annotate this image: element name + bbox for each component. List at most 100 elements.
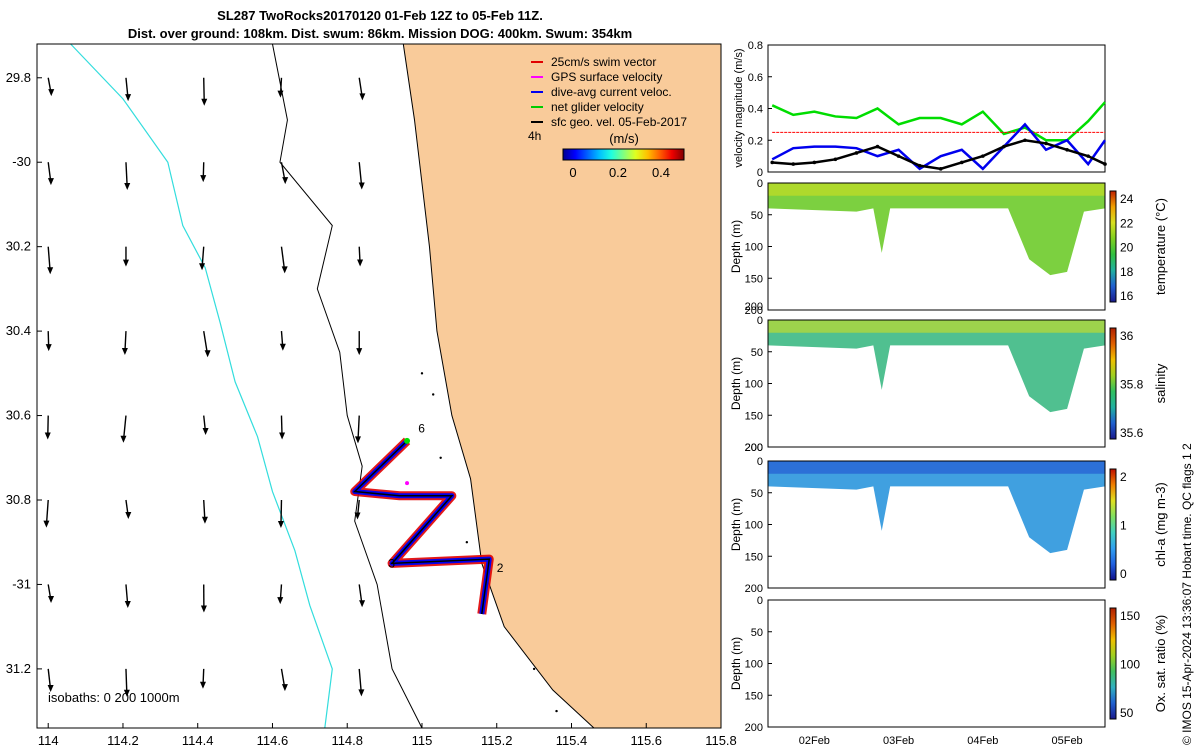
geo-velocity-arrowhead bbox=[357, 259, 364, 267]
coastline bbox=[402, 43, 595, 729]
velocity-point bbox=[1103, 162, 1107, 166]
geo-velocity-arrowhead bbox=[359, 93, 366, 101]
map-y-tick-label: 29.8 bbox=[6, 70, 31, 85]
depth-axis-label: Depth (m) bbox=[729, 637, 743, 690]
time-step-label: 4h bbox=[528, 129, 541, 143]
geo-velocity-arrowhead bbox=[204, 350, 211, 358]
geo-velocity-arrowhead bbox=[47, 178, 54, 186]
depth-tick-label: 200 bbox=[745, 305, 763, 317]
map-y-tick-label: 30.8 bbox=[6, 492, 31, 507]
velocity-point bbox=[896, 154, 901, 158]
time-tick-label: 02Feb bbox=[799, 735, 830, 747]
geo-velocity-arrowhead bbox=[125, 94, 132, 102]
section-colorbar bbox=[1109, 327, 1117, 440]
geo-velocity-arrowhead bbox=[45, 344, 52, 352]
geo-velocity-arrowhead bbox=[281, 684, 288, 692]
map-x-tick-label: 115.8 bbox=[705, 733, 737, 748]
legend-label: net glider velocity bbox=[551, 100, 644, 114]
section-colorbar bbox=[1109, 607, 1117, 720]
map-x-tick-label: 114.6 bbox=[257, 733, 289, 748]
section-colorbar-tick: 1 bbox=[1120, 519, 1127, 533]
isobath-legend: isobaths: 0 200 1000m bbox=[48, 690, 180, 705]
section-colorbar-label: salinity bbox=[1153, 363, 1168, 403]
depth-tick-label: 0 bbox=[757, 456, 763, 468]
depth-tick-label: 50 bbox=[751, 347, 763, 359]
velocity-point bbox=[791, 162, 796, 166]
island-dot bbox=[439, 456, 442, 459]
geo-velocity-arrowhead bbox=[277, 520, 284, 528]
time-tick-label: 05Feb bbox=[1051, 735, 1082, 747]
depth-tick-label: 50 bbox=[751, 488, 763, 500]
geo-velocity-arrowhead bbox=[124, 183, 131, 191]
velocity-point bbox=[1002, 144, 1006, 149]
section-background bbox=[768, 600, 1105, 727]
section-colorbar-tick: 0 bbox=[1120, 567, 1127, 581]
depth-tick-label: 200 bbox=[745, 583, 763, 595]
geo-velocity-arrowhead bbox=[47, 685, 54, 693]
section-surface-layer bbox=[768, 183, 1105, 196]
chart-title-line-2: Dist. over ground: 108km. Dist. swum: 86… bbox=[127, 26, 633, 41]
section-data-region bbox=[768, 183, 1105, 276]
depth-tick-label: 0 bbox=[757, 595, 763, 607]
geo-velocity-arrowhead bbox=[122, 259, 129, 267]
glider-path bbox=[353, 440, 491, 615]
section-colorbar-tick: 150 bbox=[1120, 609, 1140, 623]
land-area bbox=[403, 44, 721, 728]
velocity-point bbox=[854, 151, 859, 155]
geo-velocity-arrowhead bbox=[124, 600, 131, 608]
island-dot bbox=[465, 541, 469, 544]
time-tick-label: 04Feb bbox=[967, 735, 998, 747]
map-y-tick-label: 30.6 bbox=[6, 408, 31, 423]
velocity-point bbox=[833, 157, 838, 162]
velocity-axes-box bbox=[767, 44, 1106, 173]
section-colorbar-label: chl-a (mg m-3) bbox=[1153, 482, 1168, 567]
section-colorbar-tick: 2 bbox=[1120, 470, 1127, 484]
section-colorbar-tick: 36 bbox=[1120, 329, 1134, 343]
depth-axis-label: Depth (m) bbox=[729, 220, 743, 273]
waypoint-label: 3 bbox=[388, 557, 395, 571]
geo-velocity-arrowhead bbox=[200, 605, 207, 613]
map-panel: 6 3 2 114 114.2 114.4 114.6 114.8 115 115.2 115.4 1… bbox=[6, 43, 737, 748]
depth-tick-label: 150 bbox=[745, 551, 763, 563]
legend-label: sfc geo. vel. 05-Feb-2017 bbox=[551, 115, 687, 129]
velocity-series-line bbox=[771, 101, 1106, 142]
section-colorbar-tick: 24 bbox=[1120, 192, 1134, 206]
geo-velocity-arrowhead bbox=[354, 436, 361, 444]
island-dot bbox=[555, 709, 558, 713]
map-x-tick-label: 115 bbox=[412, 733, 433, 748]
map-x-tick-label: 114.2 bbox=[107, 733, 139, 748]
section-colorbar-tick: 35.8 bbox=[1120, 378, 1144, 392]
geo-velocity-arrowhead bbox=[43, 520, 50, 528]
geo-velocity-arrowhead bbox=[279, 343, 286, 351]
depth-tick-label: 200 bbox=[745, 301, 763, 313]
geo-velocity-arrowhead bbox=[48, 596, 55, 604]
colorbar-title: (m/s) bbox=[609, 131, 639, 146]
geo-velocity-arrowhead bbox=[282, 177, 289, 185]
geo-velocity-arrowhead bbox=[281, 266, 288, 274]
geo-velocity-arrowhead bbox=[277, 90, 284, 98]
chart-title-line-1: SL287 TwoRocks20170120 01-Feb 12Z to 05-… bbox=[217, 8, 543, 23]
geo-velocity-arrowhead bbox=[279, 432, 286, 440]
section-colorbar bbox=[1109, 190, 1117, 303]
geo-velocity-arrowhead bbox=[356, 348, 363, 356]
map-x-tick-label: 115.6 bbox=[630, 733, 662, 748]
time-tick-label: 03Feb bbox=[883, 735, 914, 747]
isobath-200m bbox=[271, 43, 423, 729]
velocity-y-tick-label: 0.8 bbox=[748, 40, 763, 52]
depth-axis-label: Depth (m) bbox=[729, 498, 743, 551]
geo-velocity-arrowhead bbox=[201, 98, 208, 106]
velocity-point bbox=[981, 154, 985, 158]
velocity-point bbox=[938, 167, 943, 171]
island-dot bbox=[532, 667, 536, 671]
velocity-ylabel: velocity magnitude (m/s) bbox=[733, 48, 745, 167]
depth-tick-label: 50 bbox=[751, 210, 763, 222]
velocity-point bbox=[1044, 141, 1048, 146]
waypoint-label: 2 bbox=[497, 561, 504, 575]
geo-velocity-arrowhead bbox=[123, 689, 130, 697]
map-y-tick-label: 30.4 bbox=[6, 323, 31, 338]
geo-velocity-arrowhead bbox=[199, 263, 206, 271]
section-colorbar-label: Ox. sat. ratio (%) bbox=[1153, 615, 1168, 713]
velocity-point bbox=[1086, 154, 1090, 158]
map-colorbar-tick: 0.4 bbox=[652, 165, 670, 180]
